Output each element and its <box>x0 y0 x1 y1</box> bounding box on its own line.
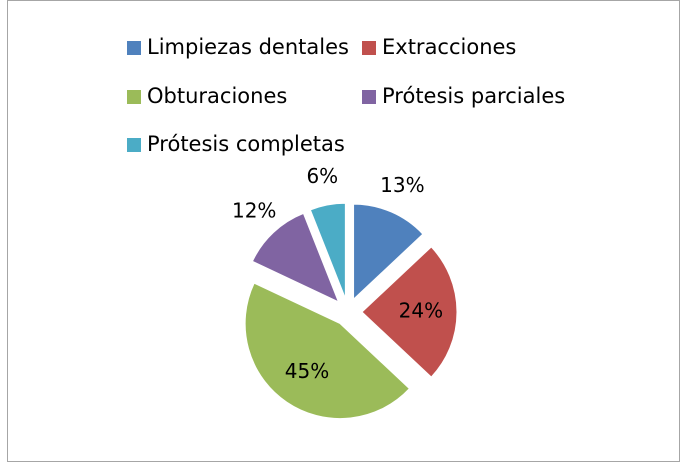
legend-swatch <box>127 41 141 55</box>
pie: 13% 24% 45% 12% 6% <box>232 164 458 420</box>
data-label: 45% <box>285 359 329 383</box>
legend-swatch <box>127 90 141 104</box>
data-label: 13% <box>380 173 424 197</box>
legend-label: Prótesis parciales <box>382 84 565 108</box>
pie-slice <box>309 202 346 299</box>
legend-swatch <box>362 90 376 104</box>
data-label: 12% <box>232 199 276 223</box>
legend-label: Extracciones <box>382 35 516 59</box>
legend-label: Limpiezas dentales <box>147 35 349 59</box>
legend-swatch <box>127 138 141 152</box>
legend-swatch <box>362 41 376 55</box>
data-label: 24% <box>399 299 443 323</box>
data-label: 6% <box>306 164 338 188</box>
pie-slice <box>361 246 458 378</box>
pie-slice <box>353 203 424 301</box>
legend: Limpiezas dentales Extracciones Obturacion… <box>127 35 565 156</box>
pie-slice <box>251 212 340 303</box>
legend-label: Prótesis completas <box>147 132 345 156</box>
legend-label: Obturaciones <box>147 84 287 108</box>
pie-slice <box>244 282 411 420</box>
